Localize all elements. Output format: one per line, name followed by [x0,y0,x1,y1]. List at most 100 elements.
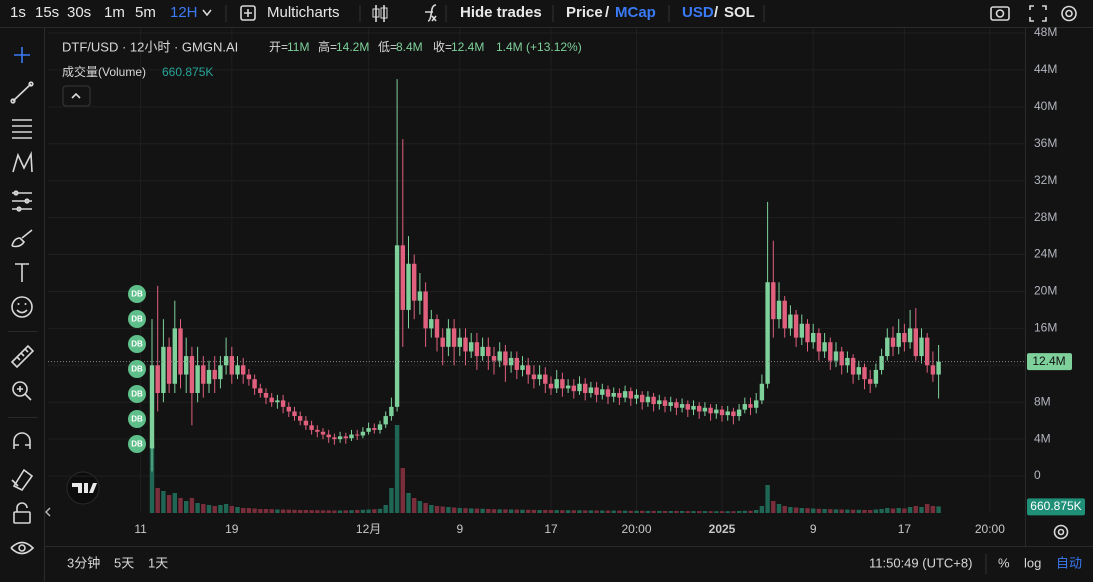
indicators-icon[interactable] [425,4,437,22]
text-tool[interactable] [15,263,29,282]
candle-body [839,351,844,366]
volume-bar [862,509,867,513]
percent-toggle[interactable]: % [998,555,1010,570]
collapse-button[interactable] [62,85,91,107]
volume-bar [754,510,759,513]
trade-marker[interactable] [128,285,146,303]
range-button[interactable]: 5天 [114,555,134,570]
volume-bar [771,501,776,513]
candle-body [588,387,594,393]
interval-button[interactable]: 15s [35,4,59,21]
visibility-tool[interactable] [10,541,35,555]
candle-body [508,357,514,366]
volume-bar [748,510,753,513]
volume-bar [337,510,343,513]
candle-body [166,346,172,384]
volume-bar [229,506,234,513]
candle-body [184,356,189,375]
volume-bar [896,508,901,513]
pattern-tool[interactable] [12,150,33,173]
price-button[interactable]: Price [566,4,603,21]
candle-body [394,245,400,407]
volume-bar [258,509,263,513]
interval-button[interactable]: 1s [10,4,26,21]
candle-body [771,282,776,320]
volume-bar [845,509,850,513]
settings-icon[interactable] [1061,5,1077,22]
log-toggle[interactable]: log [1024,555,1041,570]
interval-button[interactable]: 1m [104,4,125,21]
multicharts-button[interactable]: Multicharts [267,4,340,21]
volume-bar [782,506,787,513]
candle-body [280,400,286,407]
trade-marker[interactable] [128,310,146,328]
multicharts-icon[interactable] [240,5,256,21]
emoji-tool[interactable] [11,296,33,318]
auto-toggle[interactable]: 自动 [1056,555,1082,570]
y-tick-label: 36M [1034,136,1057,150]
projection-tool[interactable] [12,190,32,212]
volume-bar [879,509,884,513]
y-tick-label: 48M [1034,25,1057,39]
chart-type-icon[interactable] [372,5,388,22]
trade-marker-label: DB [131,415,143,424]
interval-button[interactable]: 5m [135,4,156,21]
x-tick-label: 12月 [356,522,381,536]
fib-tool[interactable] [12,119,32,139]
volume-bar [662,511,668,513]
candle-body [309,425,314,430]
volume-bar [503,509,508,513]
sol-button[interactable]: SOL [724,4,755,21]
volume-bar [451,507,457,513]
fullscreen-icon[interactable] [1029,5,1047,22]
ohlc-change: 1.4M (+13.12%) [496,40,582,54]
axis-settings-icon[interactable] [1053,524,1069,540]
trade-marker[interactable] [128,410,146,428]
x-tick-label: 20:00 [621,522,651,536]
y-tick-label: 32M [1034,173,1057,187]
candle-body [719,409,725,416]
range-button[interactable]: 3分钟 [67,555,100,570]
trade-marker[interactable] [128,335,146,353]
usd-button[interactable]: USD [682,4,714,21]
volume-bar [543,510,548,513]
candle-body [252,379,257,389]
candle-body [685,404,690,410]
ruler-tool[interactable] [10,344,35,369]
volume-bar [235,507,240,513]
trade-marker-label: DB [131,365,143,374]
candle-body [491,356,497,361]
lock-draw-tool[interactable] [11,468,34,492]
interval-button[interactable]: 30s [67,4,91,21]
candle-body [178,328,183,375]
interval-button[interactable]: 12H [170,4,198,21]
magnet-tool[interactable] [13,432,31,449]
volume-bar [548,510,554,513]
volume-bar [759,506,765,513]
tradingview-logo[interactable] [66,471,100,505]
trend-line-tool[interactable] [10,81,34,104]
volume-bar [223,504,229,513]
candle-body [657,400,662,405]
hide-trades-button[interactable]: Hide trades [460,4,542,21]
scroll-left[interactable] [45,507,51,517]
candle-body [594,387,599,395]
zoom-tool[interactable] [12,381,32,401]
mcap-button[interactable]: MCap [615,4,656,21]
candle-body [759,383,765,401]
trade-marker[interactable] [128,360,146,378]
volume-bar [907,507,913,513]
crosshair-tool[interactable] [14,47,30,63]
screenshot-icon[interactable] [990,6,1010,21]
range-button[interactable]: 1天 [148,555,168,570]
interval-dropdown[interactable] [202,9,212,17]
volume-bar [184,501,189,513]
brush-tool[interactable] [11,229,33,248]
volume-bar [406,493,411,513]
volume-bar [731,511,736,513]
trade-marker[interactable] [128,385,146,403]
trade-marker[interactable] [128,435,146,453]
volume-bar [799,508,804,513]
lock-tool[interactable] [13,502,31,524]
candle-body [925,337,930,366]
